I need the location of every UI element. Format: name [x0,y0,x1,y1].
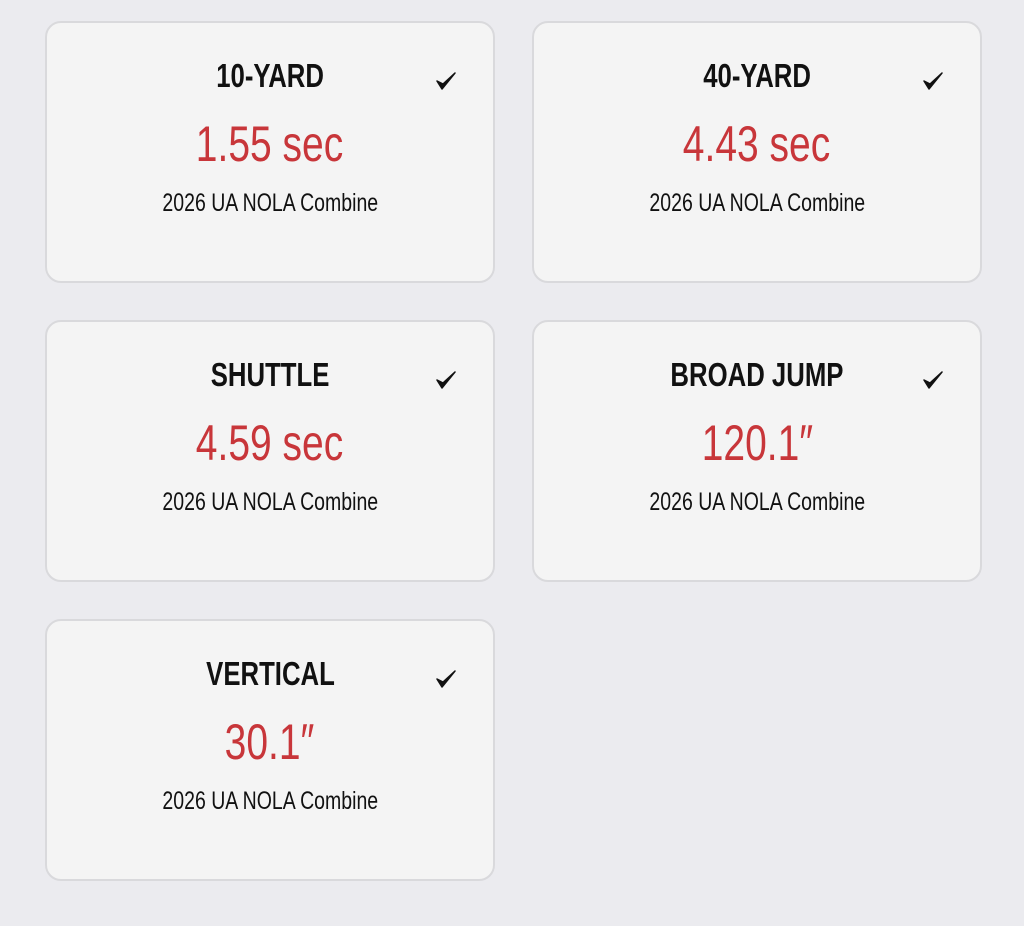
check-shape [436,670,456,688]
card-event: 2026 UA NOLA Combine [534,189,980,218]
check-icon [436,371,456,389]
card-value: 30.1″ [47,713,493,771]
card-value-text: 120.1″ [701,415,813,471]
card-title: 40-YARD [534,57,980,95]
check-icon [923,72,943,90]
result-card: 40-YARD 4.43 sec 2026 UA NOLA Combine [532,21,982,283]
card-title: BROAD JUMP [534,356,980,394]
result-card: BROAD JUMP 120.1″ 2026 UA NOLA Combine [532,320,982,582]
check-shape [436,72,456,90]
card-event: 2026 UA NOLA Combine [47,189,493,218]
card-value: 4.59 sec [47,414,493,472]
result-card: VERTICAL 30.1″ 2026 UA NOLA Combine [45,619,495,881]
card-title-text: 10-YARD [216,57,324,94]
card-event-text: 2026 UA NOLA Combine [649,488,865,516]
card-value: 120.1″ [534,414,980,472]
card-title-text: BROAD JUMP [670,356,844,393]
check-icon [436,72,456,90]
card-event-text: 2026 UA NOLA Combine [162,189,378,217]
check-shape [923,371,943,389]
card-title-text: 40-YARD [703,57,811,94]
result-card: SHUTTLE 4.59 sec 2026 UA NOLA Combine [45,320,495,582]
card-title: VERTICAL [47,655,493,693]
card-event-text: 2026 UA NOLA Combine [162,787,378,815]
check-shape [436,371,456,389]
card-event-text: 2026 UA NOLA Combine [649,189,865,217]
card-event: 2026 UA NOLA Combine [47,787,493,816]
card-value-text: 30.1″ [225,714,315,770]
card-title: 10-YARD [47,57,493,95]
card-title-text: VERTICAL [205,655,335,692]
card-value-text: 1.55 sec [196,116,344,172]
card-value-text: 4.43 sec [683,116,831,172]
card-event-text: 2026 UA NOLA Combine [162,488,378,516]
check-shape [923,72,943,90]
card-event: 2026 UA NOLA Combine [47,488,493,517]
card-value: 4.43 sec [534,115,980,173]
check-icon [923,371,943,389]
card-value: 1.55 sec [47,115,493,173]
card-event: 2026 UA NOLA Combine [534,488,980,517]
check-icon [436,670,456,688]
card-title-text: SHUTTLE [210,356,330,393]
result-card: 10-YARD 1.55 sec 2026 UA NOLA Combine [45,21,495,283]
card-title: SHUTTLE [47,356,493,394]
card-value-text: 4.59 sec [196,415,344,471]
